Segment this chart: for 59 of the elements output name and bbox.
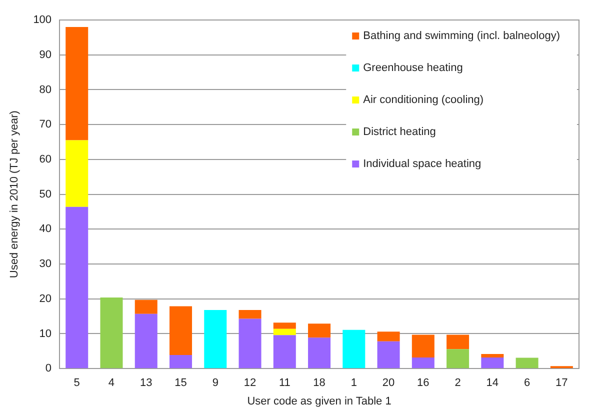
x-tick-label: 9 (212, 377, 218, 390)
y-axis-title: Used energy in 2010 (TJ per year) (8, 110, 21, 278)
y-tick-label: 20 (39, 292, 52, 305)
x-tick-label: 16 (417, 377, 430, 390)
x-tick-label: 14 (486, 377, 499, 390)
bar (412, 334, 434, 358)
bar (66, 140, 88, 207)
x-tick-label: 13 (140, 377, 152, 390)
bar (204, 310, 227, 368)
y-tick-label: 50 (39, 188, 52, 200)
x-tick-label: 17 (556, 377, 568, 390)
bar (412, 357, 434, 368)
bar (134, 314, 158, 368)
bar (100, 297, 123, 368)
y-tick-label: 10 (39, 328, 52, 340)
legend-label: Air conditioning (cooling) (363, 94, 484, 106)
bar (134, 300, 158, 314)
y-tick-label: 90 (39, 48, 52, 61)
bar (481, 357, 504, 368)
bar (170, 306, 192, 356)
bar (377, 332, 400, 342)
y-tick-label: 100 (33, 14, 52, 26)
bar (66, 26, 88, 140)
bar (273, 322, 296, 329)
bar (308, 324, 331, 338)
bar (170, 355, 192, 368)
y-tick-label: 60 (39, 153, 52, 166)
bar (273, 335, 296, 368)
x-tick-label: 12 (244, 377, 256, 390)
bar (377, 341, 400, 368)
bar (516, 358, 538, 368)
x-tick-label: 1 (350, 377, 357, 390)
y-tick-label: 80 (39, 84, 52, 96)
bar (238, 310, 262, 319)
x-tick-label: 4 (108, 377, 115, 390)
x-tick-label: 20 (382, 377, 395, 390)
legend-label: Greenhouse heating (363, 62, 463, 74)
bar (481, 354, 504, 358)
x-tick-label: 11 (278, 377, 290, 390)
x-axis-title: User code as given in Table 1 (247, 395, 392, 408)
y-tick-label: 0 (45, 362, 52, 375)
bar (446, 334, 470, 350)
bar (66, 206, 88, 368)
legend-label: Bathing and swimming (incl. balneology) (363, 30, 560, 42)
x-tick-label: 5 (74, 377, 80, 390)
y-tick-label: 30 (39, 258, 52, 270)
y-tick-label: 40 (39, 223, 52, 236)
legend-label: District heating (363, 126, 436, 138)
x-tick-label: 18 (313, 377, 326, 390)
bar (238, 318, 262, 368)
legend-label: Individual space heating (363, 158, 482, 170)
bar (342, 330, 366, 368)
x-tick-label: 6 (524, 377, 530, 390)
x-tick-label: 15 (174, 377, 187, 390)
y-tick-label: 70 (39, 118, 52, 131)
bar (273, 328, 296, 336)
bar (308, 338, 331, 368)
x-tick-label: 2 (454, 377, 461, 390)
bar (446, 349, 470, 368)
